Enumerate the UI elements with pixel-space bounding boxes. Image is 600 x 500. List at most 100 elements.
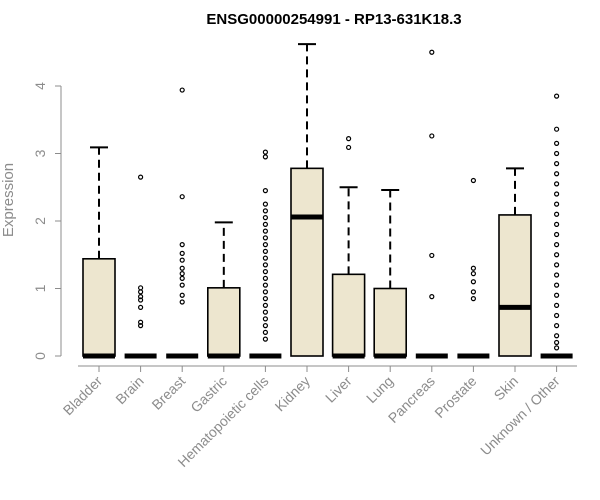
outlier-point [553,282,560,288]
box-pancreas [415,49,448,359]
y-axis-label: Expression [0,163,17,237]
outlier-point [138,319,144,325]
box-body [207,287,241,357]
box-body [82,257,116,357]
x-tick-label: Bladder [60,373,106,419]
outlier-point [553,171,560,177]
x-tick-label: Prostate [431,373,479,421]
outlier-point [553,252,560,258]
outlier-point [262,228,268,234]
outlier-point [470,279,476,285]
box-liver [331,136,366,359]
outlier-point [262,149,268,155]
y-tick-label: 0 [32,352,48,360]
outlier-point [553,292,560,298]
chart-title: ENSG00000254991 - RP13-631K18.3 [206,11,461,28]
outlier-point [470,296,476,302]
box-lung [373,188,408,359]
outlier-point [262,235,268,241]
outlier-point [138,294,144,300]
outlier-point [553,272,560,278]
outlier-point [262,221,268,227]
outlier-point [346,144,352,151]
box-gastric [207,221,241,359]
outlier-point [262,336,268,342]
outlier-point [553,191,560,197]
outlier-point [553,333,560,339]
outlier-point [429,133,435,139]
outlier-point [138,174,144,180]
outlier-point [138,297,144,303]
y-tick-label: 2 [32,217,48,225]
outlier-point [553,211,560,217]
outlier-point [262,215,268,221]
box-brain [124,174,157,359]
box-body [373,287,408,357]
outlier-point [553,181,560,187]
outlier-point [429,49,435,55]
x-tick-label: Brain [112,373,146,407]
outlier-point [262,262,268,268]
outlier-point [262,296,268,302]
outlier-point [553,231,560,238]
outlier-point [179,282,185,288]
box-body [331,273,366,357]
outlier-point [553,161,560,167]
outlier-point [553,339,560,346]
outlier-point [470,265,476,271]
outlier-point [553,345,560,351]
outlier-point [138,304,144,310]
outlier-point [179,250,185,256]
outlier-point [553,221,560,227]
outlier-point [179,194,185,200]
outlier-point [179,265,185,271]
outlier-point [262,323,268,329]
x-tick-label: Liver [322,373,355,406]
box-hematopoietic-cells [249,149,282,359]
outlier-point [138,285,144,291]
outlier-point [262,255,268,261]
outlier-point [179,271,185,277]
outlier-point [138,289,144,295]
y-tick-label: 4 [32,82,48,90]
outlier-point [429,252,435,259]
outlier-point [179,242,185,248]
outlier-point [138,323,144,329]
outlier-point [262,188,268,194]
x-tick-label: Breast [148,373,188,413]
outlier-point [553,302,560,308]
box-breast [166,87,199,359]
outlier-point [262,289,268,295]
outlier-point [553,242,560,248]
outlier-point [470,271,476,277]
y-tick-label: 3 [32,149,48,157]
x-tick-label: Kidney [272,373,314,415]
outlier-point [262,269,268,275]
outlier-point [262,154,268,160]
outlier-point [179,257,185,263]
box-body [290,167,324,357]
box-kidney [290,43,324,357]
box-bladder [82,146,116,359]
outlier-point [553,150,560,157]
box-prostate [457,177,490,359]
outlier-point [262,329,268,335]
outlier-point [262,302,268,308]
outlier-point [553,93,560,99]
outlier-point [179,275,185,281]
outlier-point [470,177,476,184]
outlier-point [262,201,268,207]
outlier-point [262,316,268,322]
outlier-point [262,248,268,254]
outlier-point [470,289,476,295]
outlier-point [262,242,268,248]
outlier-point [262,275,268,281]
box-body [498,214,532,357]
outlier-point [262,282,268,288]
box-skin [498,167,532,357]
box-unknown-other [540,93,573,359]
outlier-point [553,323,560,329]
outlier-point [553,140,560,146]
outlier-point [262,208,268,214]
